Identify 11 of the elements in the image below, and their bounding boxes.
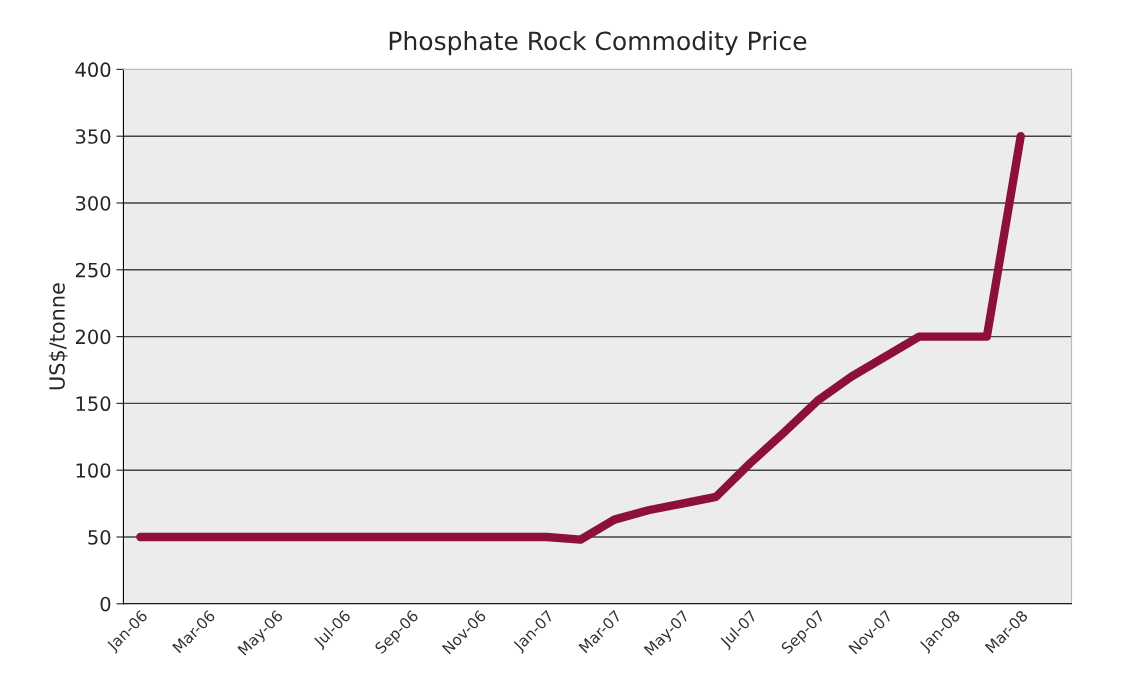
y-tick-label: 250 xyxy=(75,262,111,278)
y-axis-title: US$/tonne xyxy=(48,283,68,390)
y-tick-label: 200 xyxy=(75,329,111,345)
chart-title: Phosphate Rock Commodity Price xyxy=(389,30,807,56)
y-tick-label: 100 xyxy=(76,463,111,478)
y-tick-label: 50 xyxy=(88,529,111,545)
y-tick-label: 0 xyxy=(100,596,111,612)
y-tick-label: 150 xyxy=(76,396,111,412)
y-tick-label: 350 xyxy=(75,129,111,144)
y-tick-label: 400 xyxy=(75,62,111,78)
y-tick-label: 300 xyxy=(75,195,111,211)
